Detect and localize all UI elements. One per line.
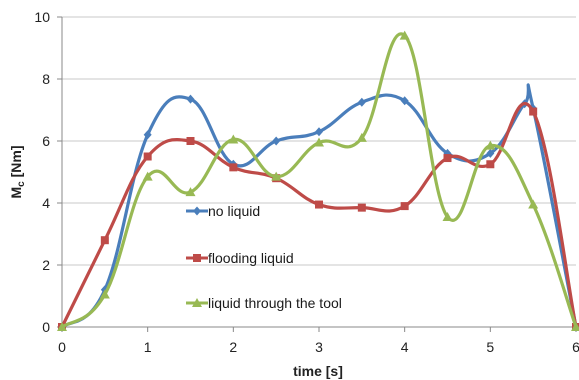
y-tick-label: 10 bbox=[34, 9, 50, 25]
data-point bbox=[229, 163, 238, 172]
y-tick-label: 0 bbox=[42, 319, 50, 335]
legend-item-flooding-liquid: flooding liquid bbox=[186, 250, 294, 266]
data-point bbox=[143, 152, 152, 161]
data-point bbox=[356, 132, 367, 142]
y-tick-label: 4 bbox=[42, 195, 50, 211]
data-point bbox=[528, 199, 539, 209]
x-tick-label: 0 bbox=[58, 339, 66, 355]
y-tick-label: 6 bbox=[42, 133, 50, 149]
data-point bbox=[486, 148, 495, 158]
series-liquid-through-the-tool bbox=[57, 30, 579, 331]
data-point bbox=[529, 107, 538, 116]
x-tick-label: 1 bbox=[144, 339, 152, 355]
series-line bbox=[60, 32, 578, 329]
data-point bbox=[142, 171, 153, 181]
y-tick-labels: 0 2 4 6 8 10 bbox=[34, 9, 50, 335]
x-tick-label: 6 bbox=[572, 339, 579, 355]
data-point bbox=[443, 154, 452, 163]
x-tick-label: 3 bbox=[315, 339, 323, 355]
y-tick-label: 8 bbox=[42, 71, 50, 87]
y-axis-title: Mc [Nm] bbox=[8, 145, 27, 198]
legend: no liquid flooding liquid liquid through t… bbox=[186, 203, 342, 311]
data-point bbox=[186, 94, 195, 104]
y-axis-title-subscript: c bbox=[16, 181, 27, 187]
legend-swatch-marker bbox=[193, 254, 201, 262]
data-series bbox=[57, 30, 579, 332]
legend-item-no-liquid: no liquid bbox=[186, 203, 260, 219]
data-point bbox=[186, 137, 195, 145]
data-point bbox=[357, 97, 366, 107]
data-point bbox=[185, 187, 196, 197]
data-point bbox=[571, 322, 579, 331]
data-point bbox=[357, 203, 366, 212]
data-point bbox=[442, 211, 453, 221]
data-point bbox=[315, 127, 323, 137]
series-line bbox=[60, 101, 578, 329]
data-point bbox=[486, 160, 495, 169]
x-tick-labels: 0 1 2 3 4 5 6 bbox=[58, 339, 579, 355]
legend-item-liquid-through-the-tool: liquid through the tool bbox=[186, 295, 342, 311]
legend-label: liquid through the tool bbox=[208, 295, 342, 311]
y-tick-label: 2 bbox=[42, 257, 50, 273]
y-axis-title-main: M bbox=[8, 187, 24, 199]
data-point bbox=[400, 202, 409, 211]
data-point bbox=[228, 134, 239, 144]
data-point bbox=[271, 171, 282, 181]
data-point bbox=[272, 136, 281, 146]
legend-swatch-marker bbox=[192, 298, 202, 307]
x-tick-label: 4 bbox=[401, 339, 409, 355]
data-point bbox=[100, 236, 109, 245]
data-point bbox=[143, 130, 152, 140]
data-point bbox=[399, 30, 410, 40]
x-tick-label: 5 bbox=[486, 339, 494, 355]
data-point bbox=[57, 322, 67, 331]
data-point bbox=[315, 200, 323, 209]
x-tick-label: 2 bbox=[229, 339, 237, 355]
legend-swatch-marker bbox=[193, 206, 201, 216]
x-axis-title: time [s] bbox=[293, 363, 343, 379]
data-point bbox=[314, 137, 324, 147]
data-point bbox=[400, 96, 409, 106]
data-point bbox=[485, 140, 496, 150]
legend-label: no liquid bbox=[208, 203, 260, 219]
data-point bbox=[99, 289, 110, 299]
y-axis-title-unit: [Nm] bbox=[8, 145, 24, 181]
legend-label: flooding liquid bbox=[208, 250, 294, 266]
